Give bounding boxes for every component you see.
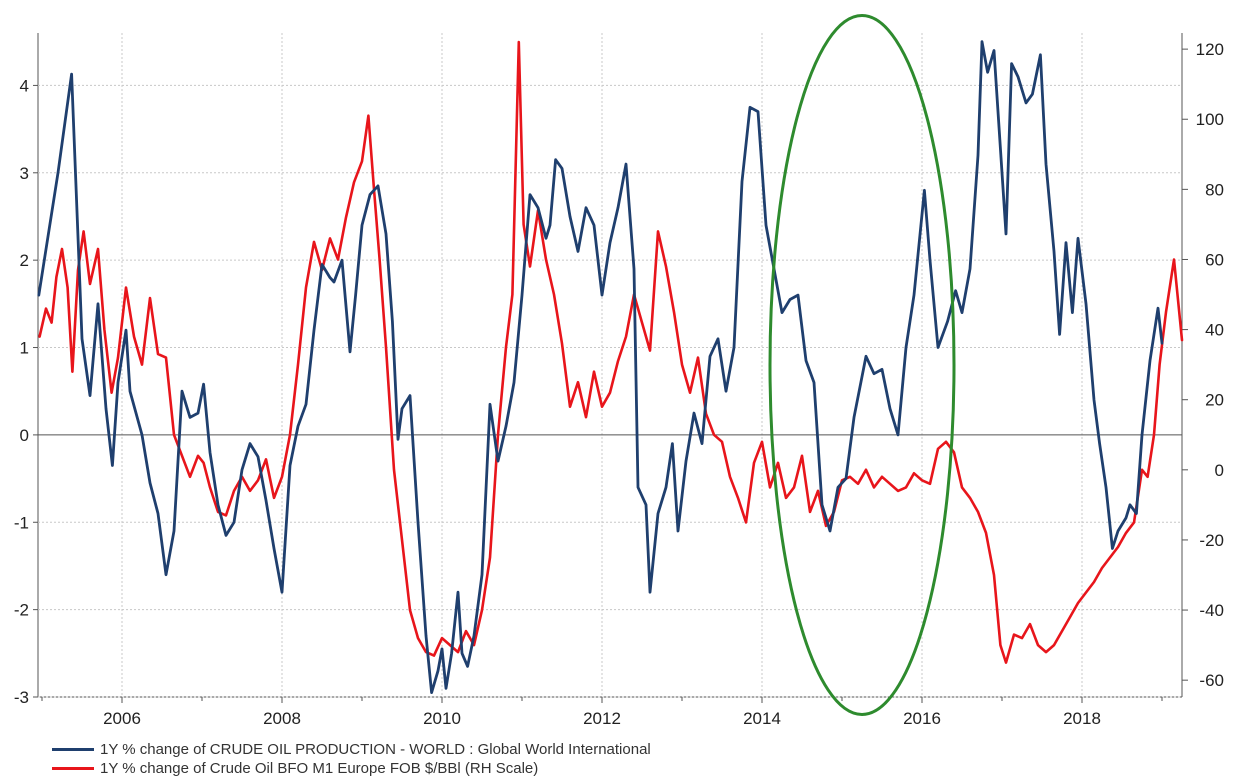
annotation — [768, 14, 956, 716]
y-left-tick-label: 0 — [20, 426, 29, 445]
y-left-tick-label: -2 — [14, 601, 29, 620]
x-tick-label: 2010 — [423, 709, 461, 728]
y-right-tick-label: 60 — [1205, 250, 1224, 269]
y-left-tick-label: 2 — [20, 251, 29, 270]
y-left-tick-label: 4 — [20, 76, 29, 95]
legend-label-production: 1Y % change of CRUDE OIL PRODUCTION - WO… — [100, 741, 651, 758]
legend-swatch-production — [52, 748, 94, 751]
y-right-tick-label: 40 — [1205, 321, 1224, 340]
y-left-tick-label: 1 — [20, 339, 29, 358]
x-tick-label: 2008 — [263, 709, 301, 728]
production-series-line — [37, 40, 1164, 694]
grid — [37, 33, 1183, 698]
y-axis-left: -3 -2 -1 0 1 2 3 4 — [14, 76, 38, 707]
y-right-tick-label: -40 — [1199, 601, 1224, 620]
x-tick-label: 2006 — [103, 709, 141, 728]
x-tick-label: 2016 — [903, 709, 941, 728]
y-left-tick-label: 3 — [20, 164, 29, 183]
y-right-tick-label: 120 — [1196, 40, 1224, 59]
series-lines — [37, 40, 1184, 694]
legend-swatch-price — [52, 767, 94, 770]
legend: 1Y % change of CRUDE OIL PRODUCTION - WO… — [52, 740, 651, 778]
y-left-tick-label: -3 — [14, 688, 29, 707]
y-right-tick-label: 80 — [1205, 180, 1224, 199]
y-right-tick-label: 20 — [1205, 391, 1224, 410]
x-axis: 2006 2008 2010 2012 2014 2016 2018 — [41, 697, 1163, 728]
y-right-tick-label: -20 — [1199, 531, 1224, 550]
legend-label-price: 1Y % change of Crude Oil BFO M1 Europe F… — [100, 760, 539, 777]
x-tick-label: 2014 — [743, 709, 781, 728]
price-series-line — [38, 40, 1184, 664]
x-tick-label: 2018 — [1063, 709, 1101, 728]
y-right-tick-label: 0 — [1215, 461, 1224, 480]
y-right-tick-label: -60 — [1199, 671, 1224, 690]
legend-item-price: 1Y % change of Crude Oil BFO M1 Europe F… — [52, 759, 651, 778]
y-right-tick-label: 100 — [1196, 110, 1224, 129]
highlight-ellipse — [768, 14, 956, 716]
legend-item-production: 1Y % change of CRUDE OIL PRODUCTION - WO… — [52, 740, 651, 759]
x-tick-label: 2012 — [583, 709, 621, 728]
y-axis-right: -60 -40 -20 0 20 40 60 80 100 120 — [1182, 40, 1224, 690]
y-left-tick-label: -1 — [14, 513, 29, 532]
